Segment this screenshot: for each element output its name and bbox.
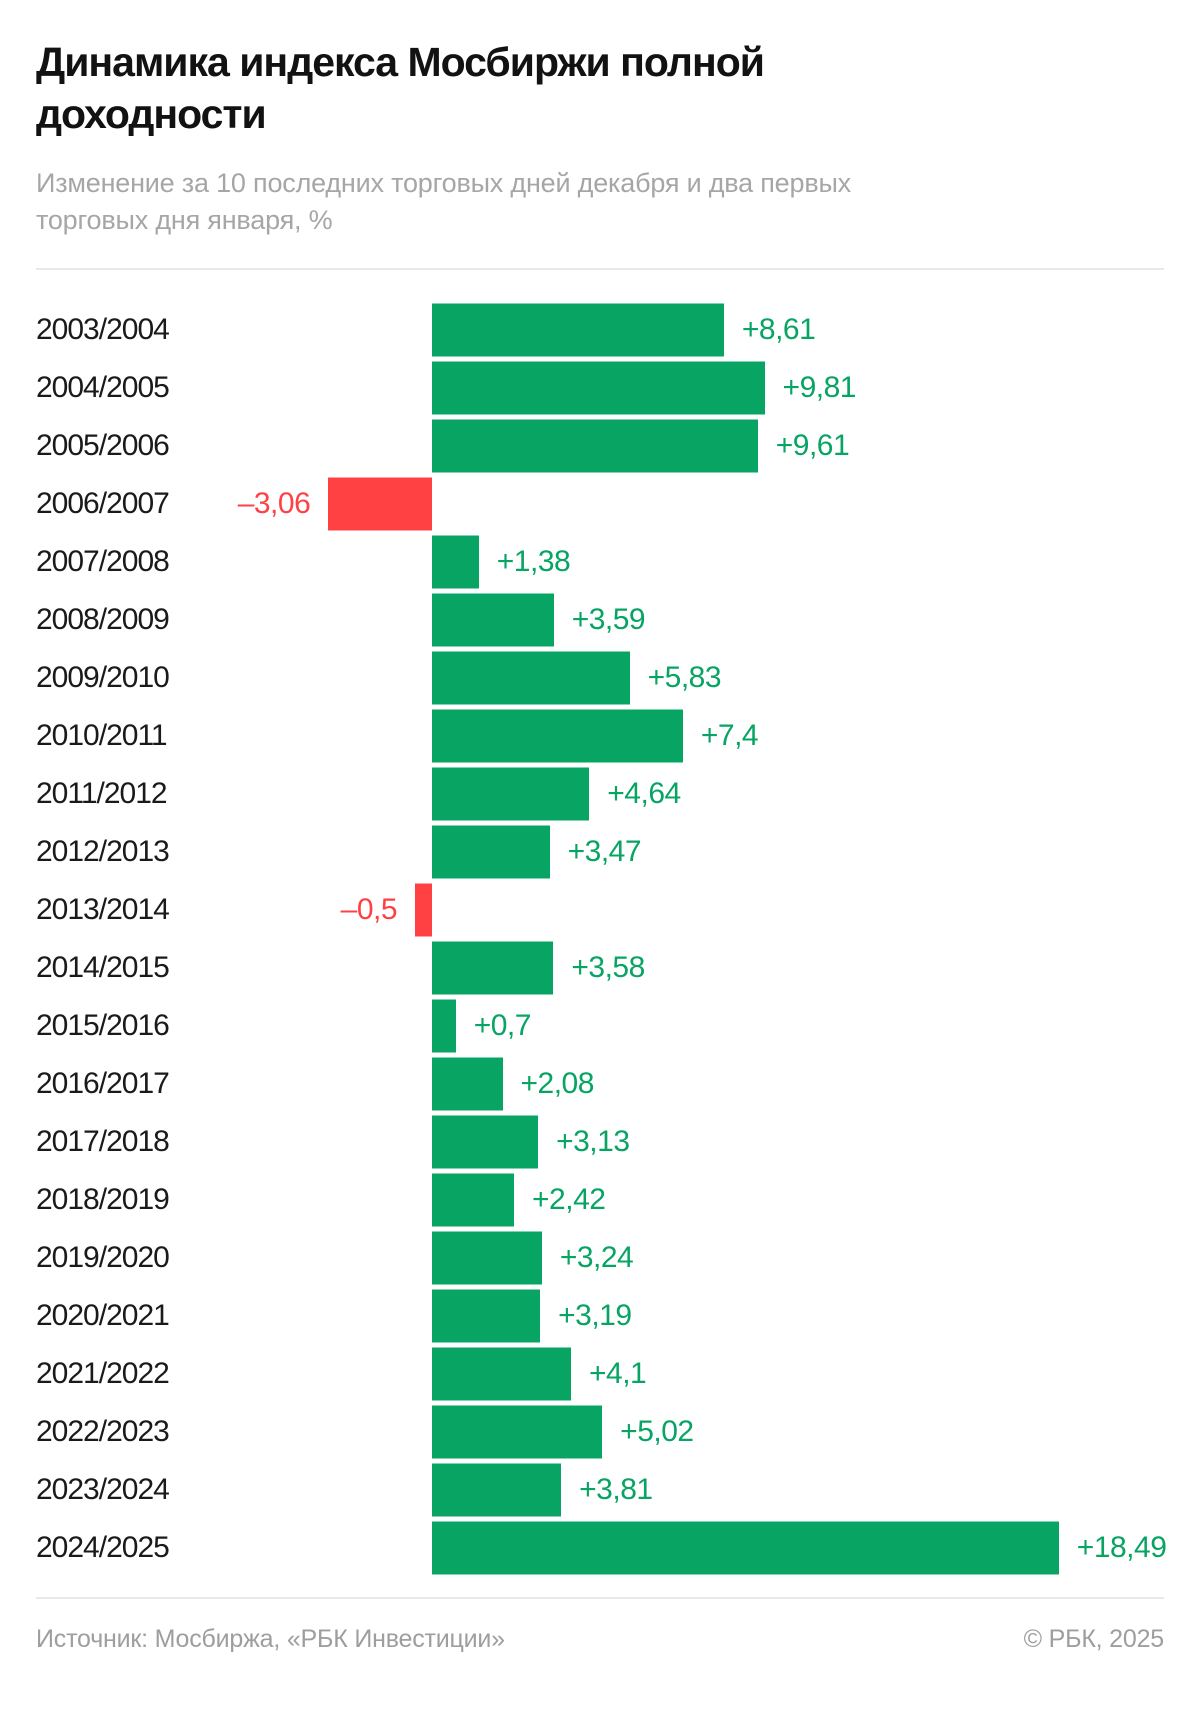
chart-row: 2014/2015 +3,58 <box>36 939 1164 997</box>
category-label: 2015/2016 <box>36 1009 170 1043</box>
bar-positive <box>432 825 550 879</box>
category-label: 2004/2005 <box>36 371 170 405</box>
bar-positive <box>432 1405 603 1459</box>
bar-positive <box>432 535 479 589</box>
bar-negative <box>328 477 432 531</box>
value-label: +1,38 <box>496 545 571 579</box>
bar-positive <box>432 1521 1059 1575</box>
category-label: 2009/2010 <box>36 661 170 695</box>
category-label: 2017/2018 <box>36 1125 170 1159</box>
category-label: 2021/2022 <box>36 1357 170 1391</box>
category-label: 2012/2013 <box>36 835 170 869</box>
top-divider <box>36 268 1164 271</box>
value-label: +3,24 <box>559 1241 634 1275</box>
chart-row: 2007/2008 +1,38 <box>36 533 1164 591</box>
chart-row: 2021/2022 +4,1 <box>36 1345 1164 1403</box>
value-label: +7,4 <box>700 719 759 753</box>
category-label: 2005/2006 <box>36 429 170 463</box>
bar-chart: 2003/2004 +8,61 2004/2005 +9,81 2005/2006 +9,… <box>36 301 1167 1577</box>
bar-positive <box>432 941 554 995</box>
bar-positive <box>432 1173 515 1227</box>
bottom-divider <box>36 1597 1164 1600</box>
value-label: +3,13 <box>556 1125 630 1159</box>
chart-row: 2015/2016 +0,7 <box>36 997 1164 1055</box>
value-label: +5,83 <box>647 661 722 695</box>
chart-row: 2020/2021 +3,19 <box>36 1287 1164 1345</box>
value-label: +18,49 <box>1076 1531 1167 1565</box>
value-label: +2,42 <box>532 1183 606 1217</box>
category-label: 2011/2012 <box>36 777 168 811</box>
chart-row: 2006/2007 –3,06 <box>36 475 1164 533</box>
chart-subtitle: Изменение за 10 последних торговых дней … <box>36 167 851 235</box>
chart-row: 2024/2025 +18,49 <box>36 1519 1167 1577</box>
value-label: +4,64 <box>607 777 681 811</box>
chart-row: 2003/2004 +8,61 <box>36 301 1164 359</box>
category-label: 2024/2025 <box>36 1531 170 1565</box>
category-label: 2013/2014 <box>36 893 170 927</box>
chart-row: 2011/2012 +4,64 <box>36 765 1164 823</box>
bar-positive <box>432 651 630 705</box>
chart-row: 2005/2006 +9,61 <box>36 417 1164 475</box>
chart-row: 2010/2011 +7,4 <box>36 707 1164 765</box>
category-label: 2023/2024 <box>36 1473 170 1507</box>
bar-positive <box>432 999 456 1053</box>
value-label: +2,08 <box>520 1067 595 1101</box>
value-label: +3,59 <box>571 603 646 637</box>
chart-footer: Источник: Мосбиржа, «РБК Инвестиции» © Р… <box>36 1625 1164 1654</box>
category-label: 2008/2009 <box>36 603 170 637</box>
category-label: 2022/2023 <box>36 1415 170 1449</box>
bar-positive <box>432 1289 541 1343</box>
category-label: 2003/2004 <box>36 313 170 347</box>
value-label: +3,19 <box>558 1299 632 1333</box>
value-label: +3,47 <box>567 835 642 869</box>
value-label: –3,06 <box>237 487 311 521</box>
category-label: 2016/2017 <box>36 1067 170 1101</box>
category-label: 2007/2008 <box>36 545 170 579</box>
category-label: 2006/2007 <box>36 487 170 521</box>
bar-positive <box>432 303 724 357</box>
category-label: 2010/2011 <box>36 719 168 753</box>
copyright-note: © РБК, 2025 <box>1023 1625 1165 1654</box>
chart-row: 2008/2009 +3,59 <box>36 591 1164 649</box>
chart-row: 2012/2013 +3,47 <box>36 823 1164 881</box>
value-label: +4,1 <box>588 1357 647 1391</box>
value-label: +3,58 <box>571 951 645 985</box>
category-label: 2019/2020 <box>36 1241 170 1275</box>
chart-row: 2018/2019 +2,42 <box>36 1171 1164 1229</box>
infographic: Динамика индекса Мосбиржи полной доходно… <box>0 36 1200 1654</box>
chart-row: 2019/2020 +3,24 <box>36 1229 1164 1287</box>
page-title: Динамика индекса Мосбиржи полной доходно… <box>36 39 765 138</box>
value-label: +0,7 <box>473 1009 532 1043</box>
source-note: Источник: Мосбиржа, «РБК Инвестиции» <box>36 1625 505 1654</box>
bar-positive <box>432 1231 542 1285</box>
chart-row: 2022/2023 +5,02 <box>36 1403 1164 1461</box>
category-label: 2020/2021 <box>36 1299 170 1333</box>
value-label: –0,5 <box>340 893 398 927</box>
bar-positive <box>432 1115 539 1169</box>
value-label: +3,81 <box>579 1473 653 1507</box>
chart-row: 2013/2014 –0,5 <box>36 881 1164 939</box>
bar-positive <box>432 1347 571 1401</box>
bar-positive <box>432 419 758 473</box>
value-label: +8,61 <box>741 313 816 347</box>
bar-positive <box>432 1057 503 1111</box>
chart-row: 2004/2005 +9,81 <box>36 359 1164 417</box>
chart-row: 2017/2018 +3,13 <box>36 1113 1164 1171</box>
value-label: +9,81 <box>782 371 857 405</box>
value-label: +9,61 <box>775 429 850 463</box>
chart-row: 2023/2024 +3,81 <box>36 1461 1164 1519</box>
value-label: +5,02 <box>620 1415 694 1449</box>
bar-negative <box>415 883 432 937</box>
chart-row: 2009/2010 +5,83 <box>36 649 1164 707</box>
category-label: 2014/2015 <box>36 951 170 985</box>
bar-positive <box>432 1463 562 1517</box>
category-label: 2018/2019 <box>36 1183 170 1217</box>
bar-positive <box>432 593 554 647</box>
chart-row: 2016/2017 +2,08 <box>36 1055 1164 1113</box>
bar-positive <box>432 709 683 763</box>
bar-positive <box>432 361 765 415</box>
bar-positive <box>432 767 590 821</box>
